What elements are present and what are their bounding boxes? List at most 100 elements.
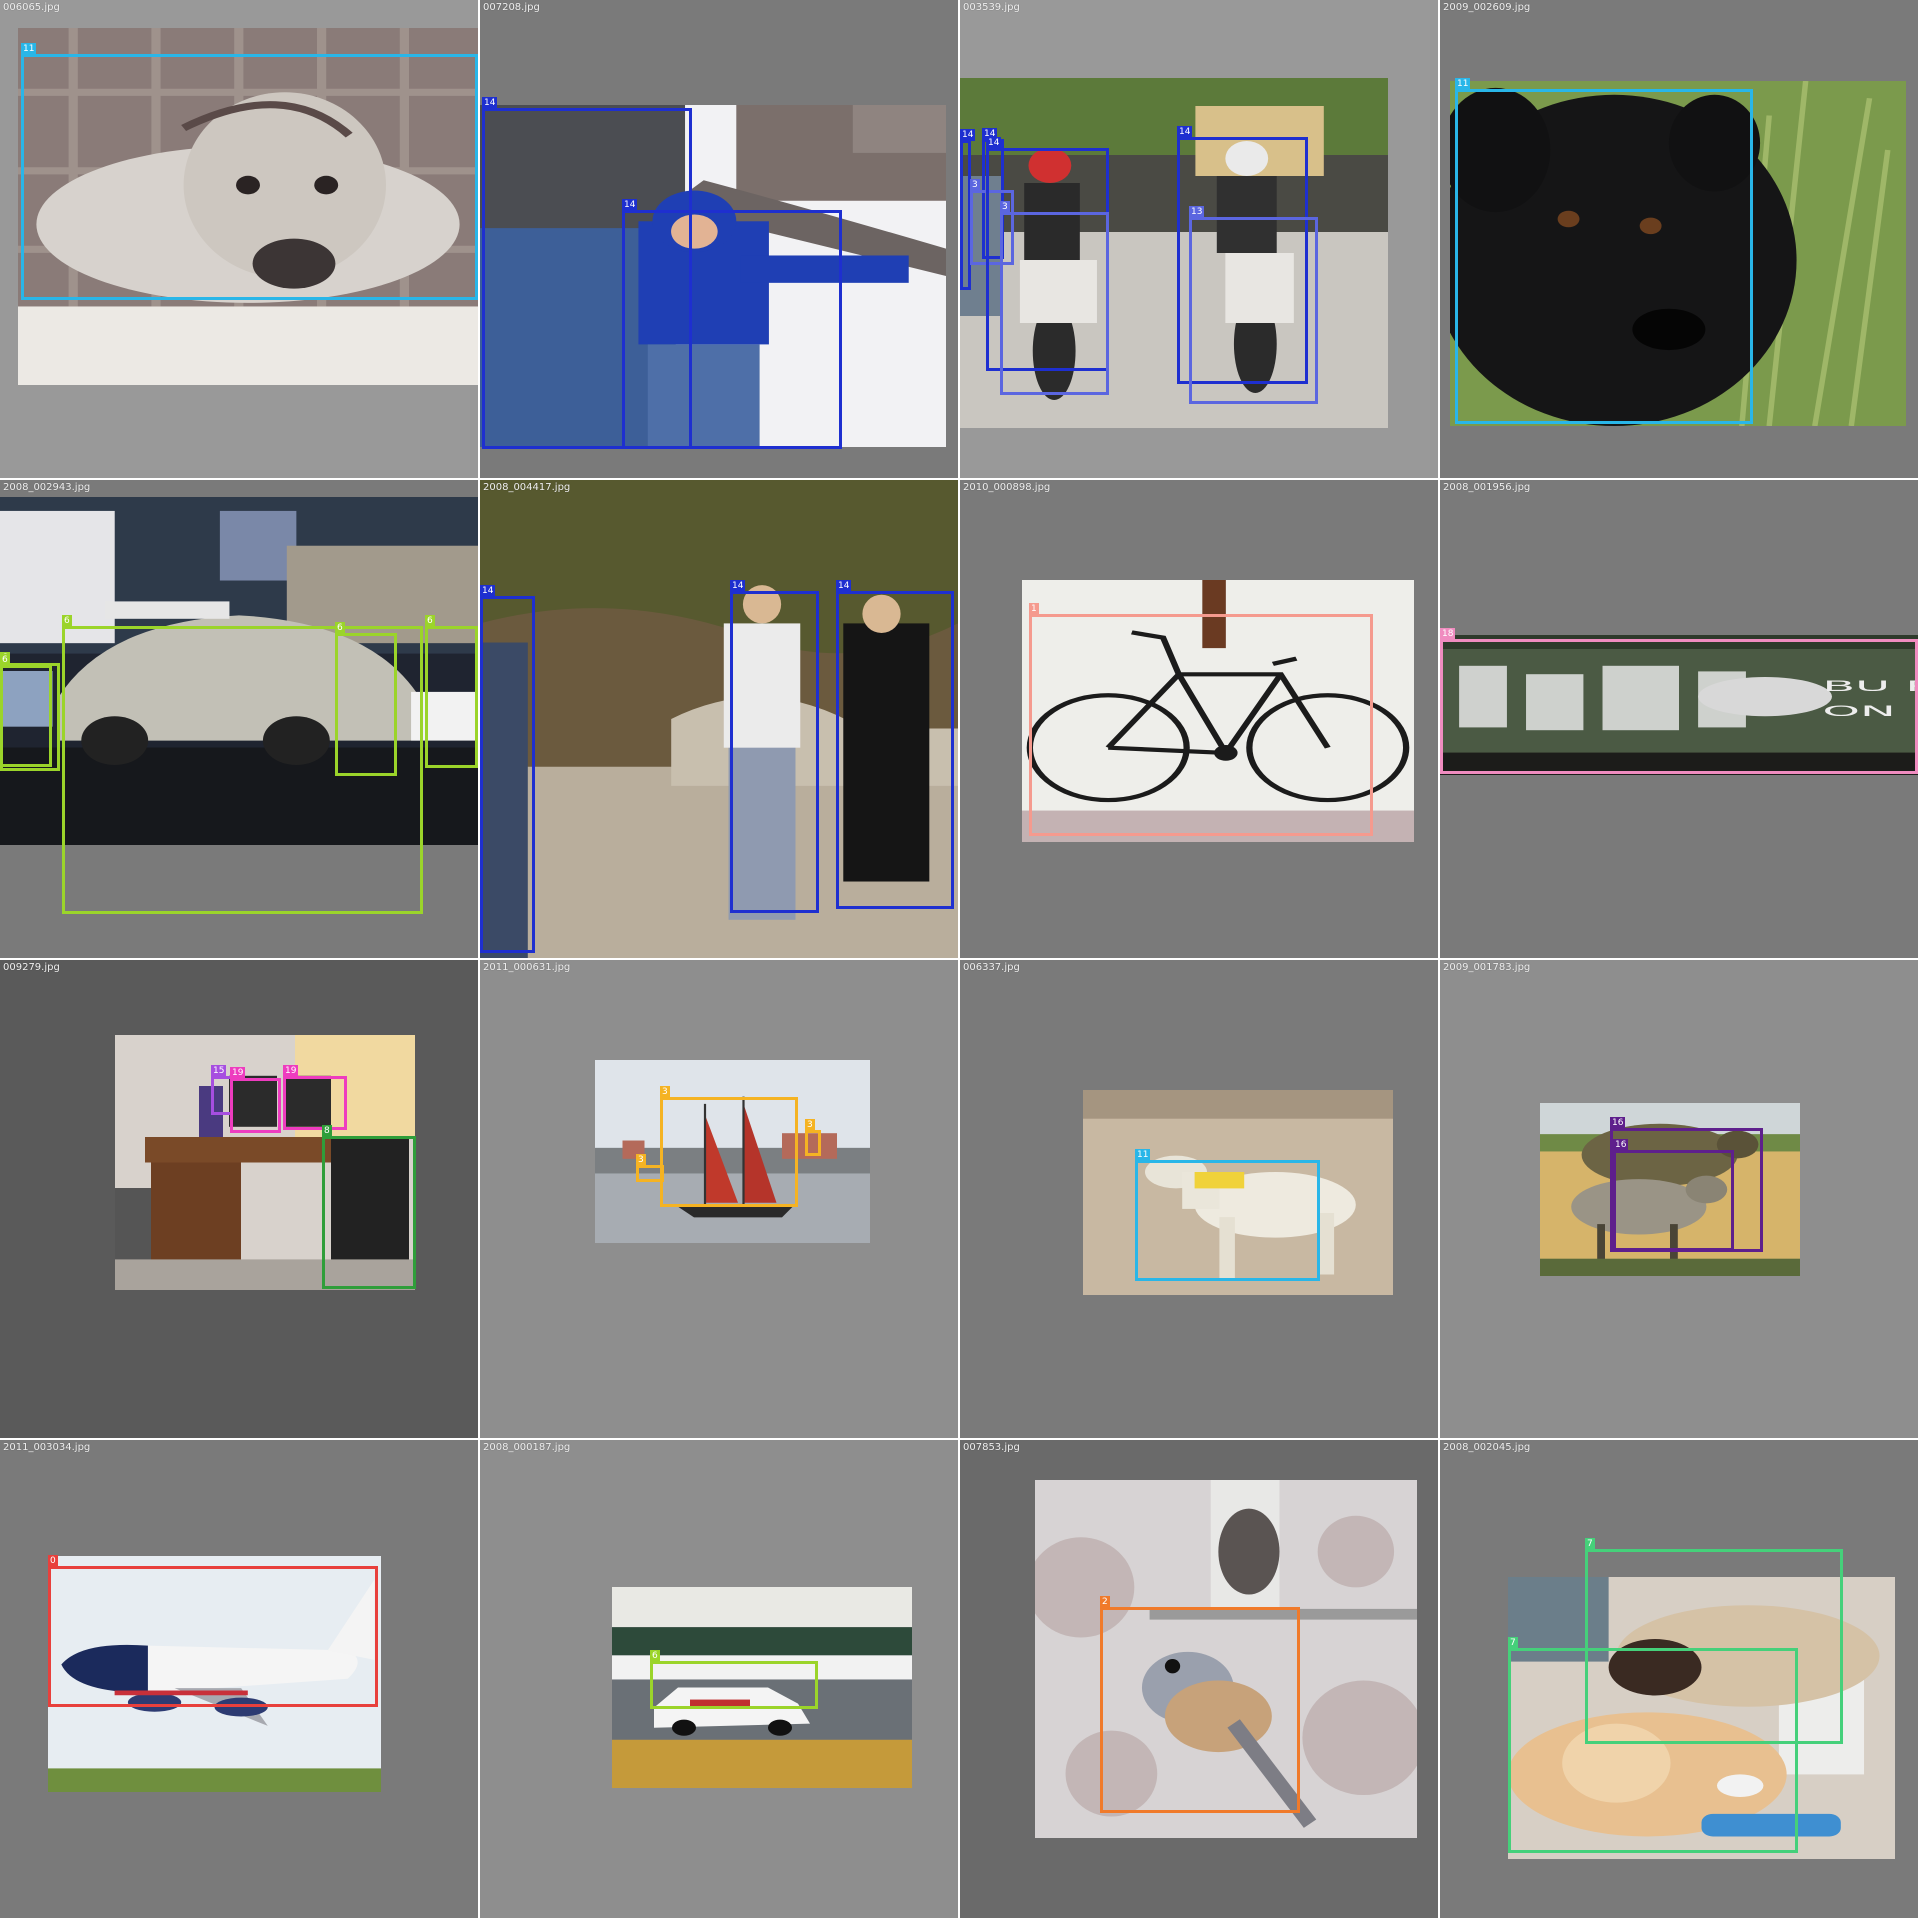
photo-adult-and-child-in-snow <box>480 105 946 447</box>
photo-road-bicycle <box>1022 580 1414 842</box>
filename-label: 2008_002943.jpg <box>3 482 91 493</box>
bbox-class-id: 3 <box>660 1086 670 1098</box>
image-tile: 003539.jpg 14 14 3 14 3 14 13 <box>960 0 1438 478</box>
photo-people-on-beach <box>480 480 958 958</box>
filename-label: 006337.jpg <box>963 962 1020 973</box>
bbox-car: 6 <box>0 654 52 767</box>
svg-text:ON D: ON D <box>1822 703 1918 719</box>
bbox-boat: 3 <box>660 1086 798 1207</box>
bbox-class-id: 14 <box>730 580 746 592</box>
image-tile: 006065.jpg 11 <box>0 0 478 478</box>
bbox-class-id: 15 <box>211 1065 227 1077</box>
bbox-person: 14 <box>730 580 819 913</box>
bbox-class-id: 8 <box>322 1125 332 1137</box>
bbox-class-id: 6 <box>650 1650 660 1662</box>
filename-label: 2011_000631.jpg <box>483 962 571 973</box>
image-tile: 2008_004417.jpg 14 14 14 <box>480 480 958 958</box>
bbox-car: 6 <box>335 622 397 776</box>
filename-label: 2008_004417.jpg <box>483 482 571 493</box>
bbox-class-id: 3 <box>970 179 980 191</box>
bbox-motorbike: 3 <box>1000 201 1109 395</box>
bbox-class-id: 11 <box>1455 78 1471 90</box>
bbox-class-id: 14 <box>986 137 1002 149</box>
bbox-class-id: 3 <box>805 1119 815 1131</box>
photo-greyhound-on-bed <box>18 28 478 385</box>
bbox-motorbike: 3 <box>970 179 1014 265</box>
bbox-class-id: 6 <box>0 654 10 666</box>
bbox-person: 14 <box>482 97 692 449</box>
filename-label: 007208.jpg <box>483 2 540 13</box>
bbox-train: 18 <box>1440 628 1918 774</box>
photo-afghan-hound-running <box>1083 1090 1393 1295</box>
bbox-sheep: 16 <box>1613 1139 1734 1251</box>
filename-label: 007853.jpg <box>963 1442 1020 1453</box>
bbox-class-id: 6 <box>425 615 435 627</box>
image-tile: 2009_002609.jpg 11 <box>1440 0 1918 478</box>
filename-label: 009279.jpg <box>3 962 60 973</box>
photo-race-car <box>612 1587 912 1788</box>
bbox-boat: 3 <box>636 1154 664 1182</box>
bbox-car: 6 <box>650 1650 818 1709</box>
bbox-class-id: 19 <box>230 1067 246 1079</box>
image-tile: 006337.jpg 11 <box>960 960 1438 1438</box>
svg-text:BU RI: BU RI <box>1822 678 1918 694</box>
bbox-dog: 11 <box>21 43 478 300</box>
image-tile: 009279.jpg 15 19 19 8 <box>0 960 478 1438</box>
bbox-person: 14 <box>836 580 954 909</box>
bbox-bicycle: 1 <box>1029 603 1373 836</box>
bbox-class-id: 11 <box>21 43 37 55</box>
bbox-class-id: 14 <box>482 97 498 109</box>
bbox-person: 14 <box>622 199 842 449</box>
bbox-dog: 11 <box>1135 1149 1320 1281</box>
filename-label: 2008_001956.jpg <box>1443 482 1531 493</box>
filename-label: 2008_002045.jpg <box>1443 1442 1531 1453</box>
bbox-class-id: 2 <box>1100 1596 1110 1608</box>
bbox-class-id: 14 <box>480 585 496 597</box>
bbox-class-id: 6 <box>62 615 72 627</box>
bbox-cat: 7 <box>1508 1637 1798 1853</box>
photo-sailing-ship <box>595 1060 870 1243</box>
filename-label: 2009_001783.jpg <box>1443 962 1531 973</box>
filename-label: 2009_002609.jpg <box>1443 2 1531 13</box>
bbox-person: 14 <box>960 129 976 290</box>
image-tile: 2011_003034.jpg 0 <box>0 1440 478 1918</box>
filename-label: 2010_000898.jpg <box>963 482 1051 493</box>
bbox-car: 6 <box>62 615 423 914</box>
bbox-cat: 7 <box>1585 1538 1843 1744</box>
bbox-car: 6 <box>425 615 478 768</box>
bbox-class-id: 16 <box>1613 1139 1629 1151</box>
bbox-class-id: 0 <box>48 1555 58 1567</box>
filename-label: 003539.jpg <box>963 2 1020 13</box>
photo-office-desk <box>115 1035 415 1290</box>
bbox-class-id: 11 <box>1135 1149 1151 1161</box>
image-tile: 2009_001783.jpg 16 16 <box>1440 960 1918 1438</box>
filename-label: 2011_003034.jpg <box>3 1442 91 1453</box>
bbox-person: 14 <box>1177 126 1308 384</box>
bbox-tvmonitor: 19 <box>230 1067 281 1133</box>
bbox-motorbike: 13 <box>1189 206 1318 404</box>
bbox-class-id: 19 <box>283 1065 299 1077</box>
bbox-bird: 2 <box>1100 1596 1300 1813</box>
bbox-boat: 3 <box>805 1119 821 1156</box>
photo-graffiti-train-car: BU RI ON D <box>1440 635 1918 775</box>
bbox-class-id: 7 <box>1585 1538 1595 1550</box>
photo-black-dog-in-grass <box>1450 81 1906 426</box>
bbox-class-id: 16 <box>1610 1117 1626 1129</box>
image-tile: BU RI ON D 2008_001956.jpg 18 <box>1440 480 1918 958</box>
bbox-class-id: 18 <box>1440 628 1456 640</box>
photo-titmouse-at-feeder <box>1035 1480 1417 1838</box>
bbox-class-id: 3 <box>636 1154 646 1166</box>
photo-two-cats-on-desk <box>1508 1577 1895 1859</box>
image-tile: 007853.jpg 2 <box>960 1440 1438 1918</box>
bbox-class-id: 13 <box>1189 206 1205 218</box>
bbox-class-id: 14 <box>960 129 976 141</box>
image-tile: 2010_000898.jpg 1 <box>960 480 1438 958</box>
photo-southwest-airplane <box>48 1556 381 1792</box>
bbox-dog: 11 <box>1455 78 1753 424</box>
bbox-person: 14 <box>480 585 535 953</box>
filename-label: 006065.jpg <box>3 2 60 13</box>
bbox-class-id: 14 <box>836 580 852 592</box>
bbox-chair: 8 <box>322 1125 416 1289</box>
filename-label: 2008_000187.jpg <box>483 1442 571 1453</box>
